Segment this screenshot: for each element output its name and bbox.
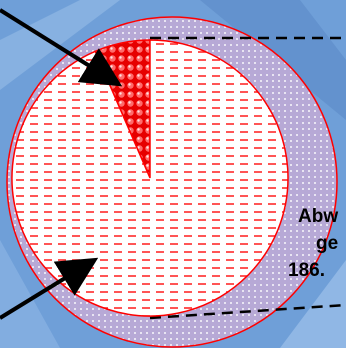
arrow-to-small-slice: [0, 8, 123, 87]
annotation-line-1: Abw: [298, 206, 338, 227]
pie-slice-large: [11, 39, 289, 317]
annotation-line-3: 186.: [288, 260, 325, 281]
annotation-line-2: ge: [316, 233, 338, 254]
guide-line-bottom: [149, 303, 346, 320]
arrow-to-large-slice: [0, 257, 99, 320]
